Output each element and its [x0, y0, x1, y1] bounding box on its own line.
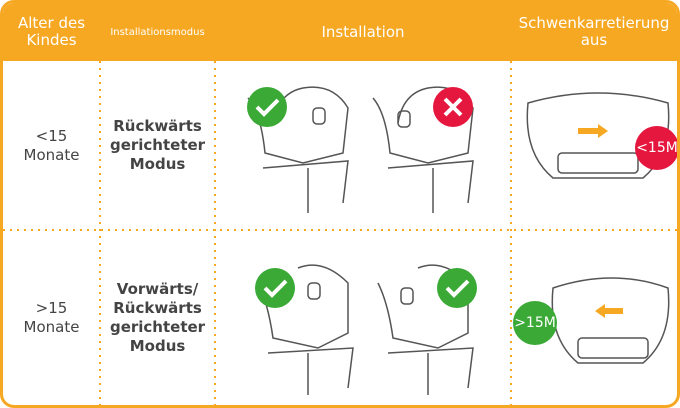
badge: >15M: [513, 301, 557, 345]
header-installation: Installation: [321, 22, 405, 41]
header-age: Alter des Kindes: [17, 14, 86, 49]
age: <15 Monate: [23, 126, 80, 164]
badge: <15M: [635, 126, 677, 170]
header-mode: Installationsmodus: [110, 26, 205, 38]
mode: Vorwärts/ Rückwärts gerichteter Modus: [109, 279, 206, 355]
header-lock: Schwenkarretierung aus: [518, 14, 670, 49]
mode: Rückwärts gerichteter Modus: [109, 117, 206, 173]
age: >15 Monate: [23, 298, 80, 336]
illustrations: [3, 3, 677, 405]
